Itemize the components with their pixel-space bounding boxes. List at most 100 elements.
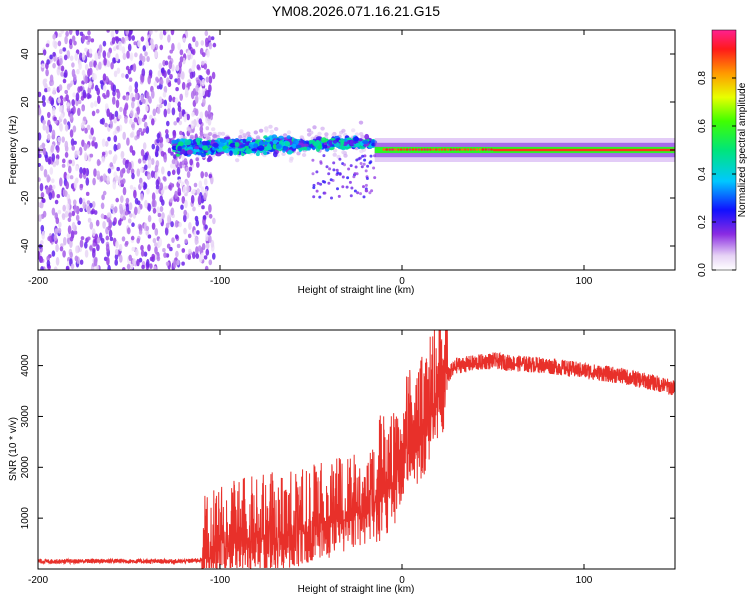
carrier-cell — [443, 148, 447, 151]
noise-cell — [85, 191, 90, 196]
noise-cell — [179, 49, 184, 56]
noise-cell — [79, 52, 83, 61]
signal-cell — [364, 133, 370, 140]
signal-cell — [315, 170, 319, 174]
noise-cell — [84, 127, 88, 134]
signal-cell — [369, 154, 373, 158]
noise-cell — [116, 90, 121, 99]
noise-cell — [183, 158, 188, 164]
noise-cell — [202, 97, 206, 107]
noise-cell — [177, 77, 181, 86]
noise-cell — [79, 31, 84, 36]
signal-cell — [246, 136, 253, 142]
noise-cell — [82, 201, 87, 210]
noise-cell — [106, 89, 110, 98]
signal-cell — [281, 145, 289, 151]
signal-cell — [373, 176, 377, 180]
noise-cell — [55, 217, 60, 225]
signal-cell — [175, 153, 180, 157]
noise-cell — [131, 246, 136, 252]
noise-cell — [107, 264, 111, 270]
noise-cell — [104, 122, 108, 128]
noise-cell — [163, 70, 167, 78]
noise-cell — [75, 245, 79, 254]
noise-cell — [210, 36, 215, 41]
carrier-cell — [402, 148, 406, 151]
snr-x-tick-label: 100 — [576, 575, 593, 586]
haze-cell — [274, 127, 279, 131]
signal-cell — [321, 180, 325, 183]
signal-cell — [352, 175, 356, 179]
noise-cell — [129, 52, 134, 62]
noise-cell — [182, 185, 187, 194]
noise-cell — [79, 172, 83, 179]
signal-cell — [302, 146, 308, 151]
noise-cell — [137, 158, 142, 164]
noise-cell — [129, 132, 134, 138]
noise-cell — [122, 216, 126, 221]
noise-cell — [79, 259, 84, 265]
carrier-cell — [388, 148, 391, 151]
carrier-cell — [397, 148, 400, 151]
haze-cell — [320, 126, 325, 131]
noise-cell — [147, 215, 152, 223]
noise-cell — [143, 251, 148, 257]
noise-cell — [103, 57, 107, 66]
noise-cell — [188, 222, 192, 230]
noise-cell — [127, 32, 132, 42]
noise-cell — [189, 158, 193, 166]
signal-cell — [335, 168, 339, 172]
noise-cell — [190, 194, 195, 204]
noise-cell — [121, 36, 125, 44]
noise-cell — [51, 190, 55, 199]
signal-cell — [295, 144, 302, 149]
noise-cell — [101, 138, 106, 147]
signal-cell — [180, 149, 186, 155]
signal-cell — [359, 192, 362, 196]
noise-cell — [92, 177, 96, 186]
noise-cell — [69, 113, 73, 120]
noise-cell — [147, 244, 151, 252]
noise-cell — [145, 40, 149, 49]
noise-cell — [128, 85, 133, 93]
signal-cell — [337, 194, 341, 198]
carrier-cell — [469, 148, 473, 151]
noise-cell — [165, 30, 169, 33]
noise-cell — [41, 230, 45, 240]
noise-cell — [96, 159, 101, 167]
noise-cell — [150, 38, 154, 45]
noise-cell — [146, 56, 150, 62]
noise-cell — [149, 263, 153, 269]
carrier-cell — [472, 148, 476, 151]
noise-cell — [38, 163, 41, 167]
noise-cell — [78, 197, 83, 205]
noise-cell — [178, 61, 183, 69]
noise-cell — [170, 30, 175, 36]
noise-cell — [66, 203, 70, 211]
noise-cell — [174, 78, 178, 83]
noise-cell — [130, 123, 135, 129]
noise-cell — [62, 204, 66, 212]
noise-cell — [159, 182, 164, 191]
colorbar-tick-label: 0.6 — [697, 119, 708, 133]
signal-cell — [245, 148, 252, 155]
noise-cell — [198, 180, 203, 189]
noise-cell — [183, 227, 187, 235]
noise-cell — [121, 73, 125, 78]
signal-cell — [273, 151, 278, 158]
noise-cell — [73, 204, 78, 213]
noise-cell — [136, 168, 141, 177]
noise-cell — [204, 171, 208, 178]
carrier-cell — [405, 148, 409, 151]
signal-cell — [295, 140, 300, 145]
noise-cell — [119, 169, 124, 178]
signal-cell — [322, 154, 326, 158]
noise-cell — [138, 230, 143, 235]
signal-cell — [366, 164, 370, 168]
noise-cell — [208, 259, 213, 266]
noise-cell — [208, 213, 213, 219]
noise-cell — [170, 151, 174, 156]
snr-x-axis-label: Height of straight line (km) — [298, 584, 415, 595]
noise-cell — [65, 94, 69, 102]
